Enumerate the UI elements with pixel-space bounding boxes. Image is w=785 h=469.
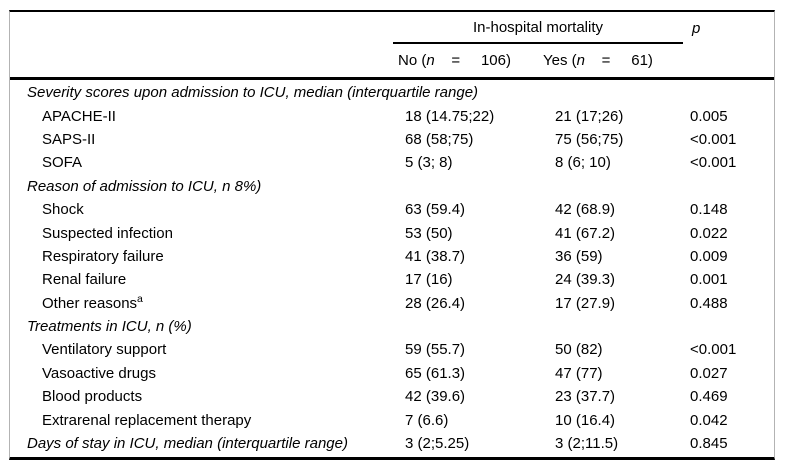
no-value-cell: 42 (39.6) bbox=[405, 388, 466, 406]
table-section-row: Reason of admission to ICU, n 8%) bbox=[10, 175, 774, 198]
footnote-marker: a bbox=[137, 292, 143, 305]
yes-value-cell: 3 (2;11.5) bbox=[555, 435, 619, 453]
yes-value-cell: 24 (39.3) bbox=[555, 271, 616, 289]
table-row: Ventilatory support 59 (55.7) 50 (82) <0… bbox=[10, 338, 774, 361]
table-row: SOFA 5 (3; 8) 8 (6; 10) <0.001 bbox=[10, 151, 774, 174]
table-row: Vasoactive drugs 65 (61.3) 47 (77) 0.027 bbox=[10, 362, 774, 385]
n-symbol: n bbox=[576, 52, 585, 69]
p-value-cell: 0.488 bbox=[690, 294, 728, 312]
row-label: Vasoactive drugs bbox=[42, 364, 156, 382]
row-label: SAPS-II bbox=[42, 130, 96, 148]
row-label: APACHE-II bbox=[42, 107, 116, 125]
p-value-cell: 0.042 bbox=[690, 411, 728, 429]
yes-value-cell: 36 (59) bbox=[555, 247, 603, 265]
mortality-table: In-hospital mortality p No (n = 106) Yes… bbox=[9, 10, 775, 461]
yes-value-cell: 10 (16.4) bbox=[555, 411, 616, 429]
p-value-cell: <0.001 bbox=[690, 341, 737, 359]
p-value-cell: 0.009 bbox=[690, 247, 728, 265]
no-value-cell: 59 (55.7) bbox=[405, 341, 466, 359]
p-value-cell: 0.001 bbox=[690, 271, 728, 289]
yes-value-cell: 47 (77) bbox=[555, 364, 603, 382]
n-symbol: n bbox=[426, 52, 435, 69]
table-row: Blood products 42 (39.6) 23 (37.7) 0.469 bbox=[10, 385, 774, 408]
p-header-label: p bbox=[692, 19, 701, 37]
table-row: Renal failure 17 (16) 24 (39.3) 0.001 bbox=[10, 268, 774, 291]
section-label: Days of stay in ICU, median (interquarti… bbox=[27, 435, 348, 453]
no-value-cell: 65 (61.3) bbox=[405, 364, 466, 382]
yes-value-cell: 41 (67.2) bbox=[555, 224, 616, 242]
p-header-cell: p bbox=[683, 20, 774, 37]
group-header-cell: In-hospital mortality bbox=[393, 12, 683, 44]
table-section-data-row: Days of stay in ICU, median (interquarti… bbox=[10, 432, 774, 455]
row-label: Suspected infection bbox=[42, 224, 173, 242]
table-row: Respiratory failure 41 (38.7) 36 (59) 0.… bbox=[10, 245, 774, 268]
table-subheader-row: No (n = 106) Yes (n = 61) bbox=[10, 44, 774, 80]
row-label: SOFA bbox=[42, 154, 83, 172]
table-row: Extrarenal replacement therapy 7 (6.6) 1… bbox=[10, 408, 774, 431]
table-section-row: Treatments in ICU, n (%) bbox=[10, 315, 774, 338]
no-column-header: No (n = 106) bbox=[398, 52, 511, 69]
table-header-group-row: In-hospital mortality p bbox=[10, 12, 774, 44]
no-value-cell: 63 (59.4) bbox=[405, 201, 466, 219]
table-row: Other reasonsa 28 (26.4) 17 (27.9) 0.488 bbox=[10, 292, 774, 315]
table-section-row: Severity scores upon admission to ICU, m… bbox=[10, 81, 774, 104]
table-row: Shock 63 (59.4) 42 (68.9) 0.148 bbox=[10, 198, 774, 221]
no-value-cell: 68 (58;75) bbox=[405, 130, 474, 148]
table-body: Severity scores upon admission to ICU, m… bbox=[10, 80, 774, 457]
no-value-cell: 18 (14.75;22) bbox=[405, 107, 495, 125]
p-value-cell: 0.469 bbox=[690, 388, 728, 406]
p-value-cell: 0.022 bbox=[690, 224, 728, 242]
yes-column-header: Yes (n = 61) bbox=[543, 52, 653, 69]
no-value-cell: 3 (2;5.25) bbox=[405, 435, 470, 453]
yes-value-cell: 8 (6; 10) bbox=[555, 154, 611, 172]
table-row: Suspected infection 53 (50) 41 (67.2) 0.… bbox=[10, 221, 774, 244]
p-value-cell: 0.005 bbox=[690, 107, 728, 125]
no-value-cell: 5 (3; 8) bbox=[405, 154, 453, 172]
p-value-cell: 0.148 bbox=[690, 201, 728, 219]
row-label: Renal failure bbox=[42, 271, 127, 289]
row-label: Ventilatory support bbox=[42, 341, 167, 359]
row-label: Other reasonsa bbox=[42, 292, 143, 312]
section-label: Severity scores upon admission to ICU, m… bbox=[27, 84, 479, 102]
p-value-cell: <0.001 bbox=[690, 130, 737, 148]
yes-value-cell: 23 (37.7) bbox=[555, 388, 616, 406]
row-label: Shock bbox=[42, 201, 84, 219]
p-value-cell: 0.845 bbox=[690, 435, 728, 453]
yes-value-cell: 42 (68.9) bbox=[555, 201, 616, 219]
section-label: Reason of admission to ICU, n 8%) bbox=[27, 177, 262, 195]
row-label: Extrarenal replacement therapy bbox=[42, 411, 252, 429]
table-row: SAPS-II 68 (58;75) 75 (56;75) <0.001 bbox=[10, 128, 774, 151]
row-label: Respiratory failure bbox=[42, 247, 164, 265]
table-row: APACHE-II 18 (14.75;22) 21 (17;26) 0.005 bbox=[10, 104, 774, 127]
no-value-cell: 17 (16) bbox=[405, 271, 453, 289]
p-value-cell: <0.001 bbox=[690, 154, 737, 172]
no-value-cell: 41 (38.7) bbox=[405, 247, 466, 265]
yes-value-cell: 50 (82) bbox=[555, 341, 603, 359]
section-label: Treatments in ICU, n (%) bbox=[27, 318, 192, 336]
no-value-cell: 7 (6.6) bbox=[405, 411, 449, 429]
no-value-cell: 28 (26.4) bbox=[405, 294, 466, 312]
yes-value-cell: 17 (27.9) bbox=[555, 294, 616, 312]
row-label: Blood products bbox=[42, 388, 143, 406]
yes-value-cell: 75 (56;75) bbox=[555, 130, 624, 148]
p-value-cell: 0.027 bbox=[690, 364, 728, 382]
group-header-label: In-hospital mortality bbox=[472, 18, 604, 36]
yes-value-cell: 21 (17;26) bbox=[555, 107, 624, 125]
no-value-cell: 53 (50) bbox=[405, 224, 453, 242]
